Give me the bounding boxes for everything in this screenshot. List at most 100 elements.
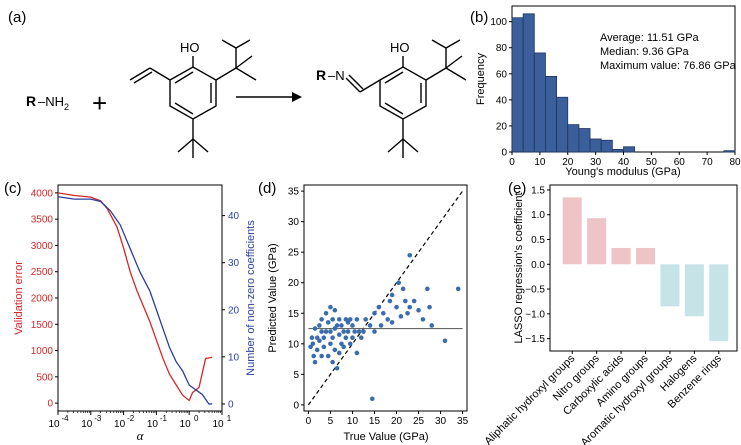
product-r: R <box>316 67 326 83</box>
parity-point <box>336 350 342 356</box>
parity-ytick-label: 30 <box>288 217 300 228</box>
parity-point <box>363 317 368 322</box>
hist-ytick-label: 40 <box>496 95 508 106</box>
parity-point <box>323 329 329 334</box>
hist-ytick-label: 20 <box>496 121 508 132</box>
hist-xtick-label: 40 <box>618 157 630 168</box>
parity-point <box>334 323 340 328</box>
hist-annotation-average: Average: 11.51 GPa <box>600 32 700 44</box>
parity-point <box>429 323 435 328</box>
histogram-bar <box>556 96 569 153</box>
parity-point <box>372 329 377 334</box>
parity-point <box>330 359 335 365</box>
coef-ytick-label: 0.5 <box>531 235 545 246</box>
parity-xlabel: True Value (GPa) <box>344 431 429 443</box>
lasso-ytick-left-label: 3500 <box>31 215 54 226</box>
hist-xtick-label: 10 <box>534 157 546 168</box>
parity-point <box>372 310 377 316</box>
parity-point <box>347 317 353 322</box>
parity-point <box>325 353 331 359</box>
coef-bar <box>611 247 631 265</box>
parity-xtick-label: 15 <box>369 416 381 427</box>
lasso-xlabel: α <box>137 428 145 443</box>
lasso-path-panel: (c) 10-410-310-210-110010105001000150020… <box>4 180 257 443</box>
lasso-xtick-exponent: 0 <box>194 414 199 423</box>
parity-points <box>308 252 461 402</box>
hist-xtick-label: 30 <box>590 157 602 168</box>
parity-point <box>358 335 364 341</box>
hist-ytick-label: 0 <box>501 148 507 159</box>
parity-point <box>314 347 320 353</box>
lasso-xtick-exponent: -4 <box>61 414 69 423</box>
parity-point <box>356 329 362 334</box>
coefficient-ylabel: LASSO regression's coefficient <box>513 192 525 343</box>
lasso-ytick-right-label: 10 <box>228 352 240 363</box>
parity-point <box>376 304 382 310</box>
reaction-arrow <box>236 92 302 102</box>
parity-point <box>330 317 335 322</box>
validation-error-line <box>57 192 213 402</box>
salicylaldehyde-structure <box>129 39 257 158</box>
parity-point <box>319 353 324 359</box>
coef-ytick-label: −1.5 <box>525 334 545 345</box>
histogram-bar <box>578 128 591 153</box>
parity-point <box>311 353 316 359</box>
parity-ylabel: Predicted Value (GPa) <box>267 243 279 352</box>
parity-point <box>319 329 324 334</box>
coef-ytick-label: 1.5 <box>531 185 545 196</box>
lasso-ytick-left-label: 0 <box>47 399 53 410</box>
parity-point <box>319 317 324 322</box>
parity-point <box>405 310 410 316</box>
reactant-r: R <box>26 93 36 109</box>
parity-point <box>380 310 386 316</box>
lasso-ytick-right-label: 40 <box>228 211 240 222</box>
panel-label-b: (b) <box>470 9 488 26</box>
hist-annotation-median: Median: 9.36 GPa <box>600 46 690 58</box>
hist-xlabel: Young's modulus (GPa) <box>565 166 680 178</box>
parity-point <box>352 329 357 334</box>
hist-xtick-label: 80 <box>729 157 741 168</box>
coef-bar <box>635 247 656 265</box>
lasso-ytick-right-label: 0 <box>228 399 234 410</box>
parity-point <box>312 359 318 365</box>
coef-bar <box>562 197 582 265</box>
coef-ytick-label: 1.0 <box>531 210 545 221</box>
hist-ytick-label: 80 <box>496 43 508 54</box>
parity-point <box>332 307 338 313</box>
hist-annotation-maximum: Maximum value: 76.86 GPa <box>600 60 737 72</box>
parity-point <box>334 365 340 371</box>
lasso-path-axes: 10-410-310-210-1100101050010001500200025… <box>31 188 240 430</box>
panel-label-a: (a) <box>8 9 26 26</box>
hist-xtick-label: 70 <box>702 157 714 168</box>
parity-point <box>416 307 421 313</box>
lasso-ytick-left-label: 500 <box>36 372 53 383</box>
histogram-bar <box>545 75 558 153</box>
lasso-ytick-left-label: 1000 <box>31 346 54 357</box>
imine-product-structure <box>345 39 467 158</box>
parity-point <box>341 344 346 350</box>
lasso-ytick-left-label: 3000 <box>31 241 54 252</box>
plus-sign: + <box>92 88 107 118</box>
histogram-bar <box>723 150 736 153</box>
parity-point <box>387 298 393 304</box>
parity-ytick-label: 20 <box>288 278 300 289</box>
parity-point <box>354 350 360 356</box>
coefficient-panel: (e) −1.5 −1.0 −0.5 0.0 0.5 1.0 1.5 Aliphatic h… <box>482 180 738 445</box>
histogram-bar <box>567 124 580 153</box>
parity-xtick-label: 30 <box>435 416 447 427</box>
parity-ytick-label: 35 <box>288 187 300 198</box>
parity-frame <box>303 184 468 412</box>
lasso-ytick-right-label: 20 <box>228 305 240 316</box>
parity-point <box>345 329 351 334</box>
parity-point <box>325 320 331 325</box>
histogram-bar <box>600 139 613 153</box>
parity-point <box>455 286 461 292</box>
parity-point <box>389 292 395 298</box>
parity-point <box>332 347 338 353</box>
lasso-xtick-base: 10 <box>180 419 192 430</box>
parity-ytick-label: 5 <box>293 370 299 381</box>
parity-point <box>321 335 327 341</box>
lasso-ylabel-right: Number of non-zero coefficients <box>245 220 257 376</box>
parity-xtick-label: 20 <box>391 416 403 427</box>
